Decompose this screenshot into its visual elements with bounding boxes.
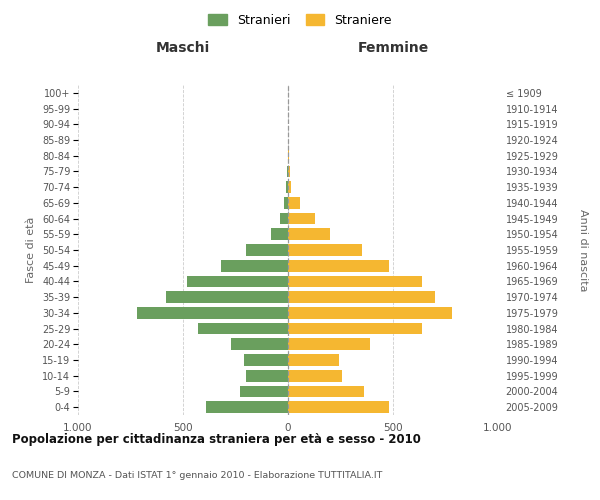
Bar — [286, 181, 288, 193]
Bar — [198, 322, 288, 334]
Bar — [288, 228, 330, 240]
Bar — [288, 354, 340, 366]
Text: Popolazione per cittadinanza straniera per età e sesso - 2010: Popolazione per cittadinanza straniera p… — [12, 432, 421, 446]
Bar — [221, 260, 288, 272]
Bar — [288, 181, 291, 193]
Bar — [240, 386, 288, 398]
Text: COMUNE DI MONZA - Dati ISTAT 1° gennaio 2010 - Elaborazione TUTTITALIA.IT: COMUNE DI MONZA - Dati ISTAT 1° gennaio … — [12, 470, 382, 480]
Legend: Stranieri, Straniere: Stranieri, Straniere — [203, 8, 397, 32]
Bar — [288, 276, 422, 287]
Bar — [246, 244, 288, 256]
Bar — [137, 307, 288, 319]
Bar — [187, 276, 288, 287]
Text: Femmine: Femmine — [358, 42, 428, 56]
Bar — [232, 338, 288, 350]
Y-axis label: Anni di nascita: Anni di nascita — [578, 208, 588, 291]
Bar — [288, 322, 422, 334]
Bar — [288, 150, 289, 162]
Bar — [280, 212, 288, 224]
Bar — [287, 166, 288, 177]
Bar — [288, 260, 389, 272]
Bar — [284, 197, 288, 208]
Bar — [288, 370, 341, 382]
Bar — [288, 291, 435, 303]
Bar — [288, 307, 452, 319]
Bar — [288, 212, 316, 224]
Bar — [244, 354, 288, 366]
Bar — [288, 244, 361, 256]
Bar — [246, 370, 288, 382]
Bar — [288, 197, 299, 208]
Y-axis label: Fasce di età: Fasce di età — [26, 217, 37, 283]
Bar — [288, 338, 370, 350]
Text: Maschi: Maschi — [156, 42, 210, 56]
Bar — [206, 401, 288, 413]
Bar — [288, 386, 364, 398]
Bar — [271, 228, 288, 240]
Bar — [166, 291, 288, 303]
Bar — [288, 166, 290, 177]
Bar — [288, 401, 389, 413]
